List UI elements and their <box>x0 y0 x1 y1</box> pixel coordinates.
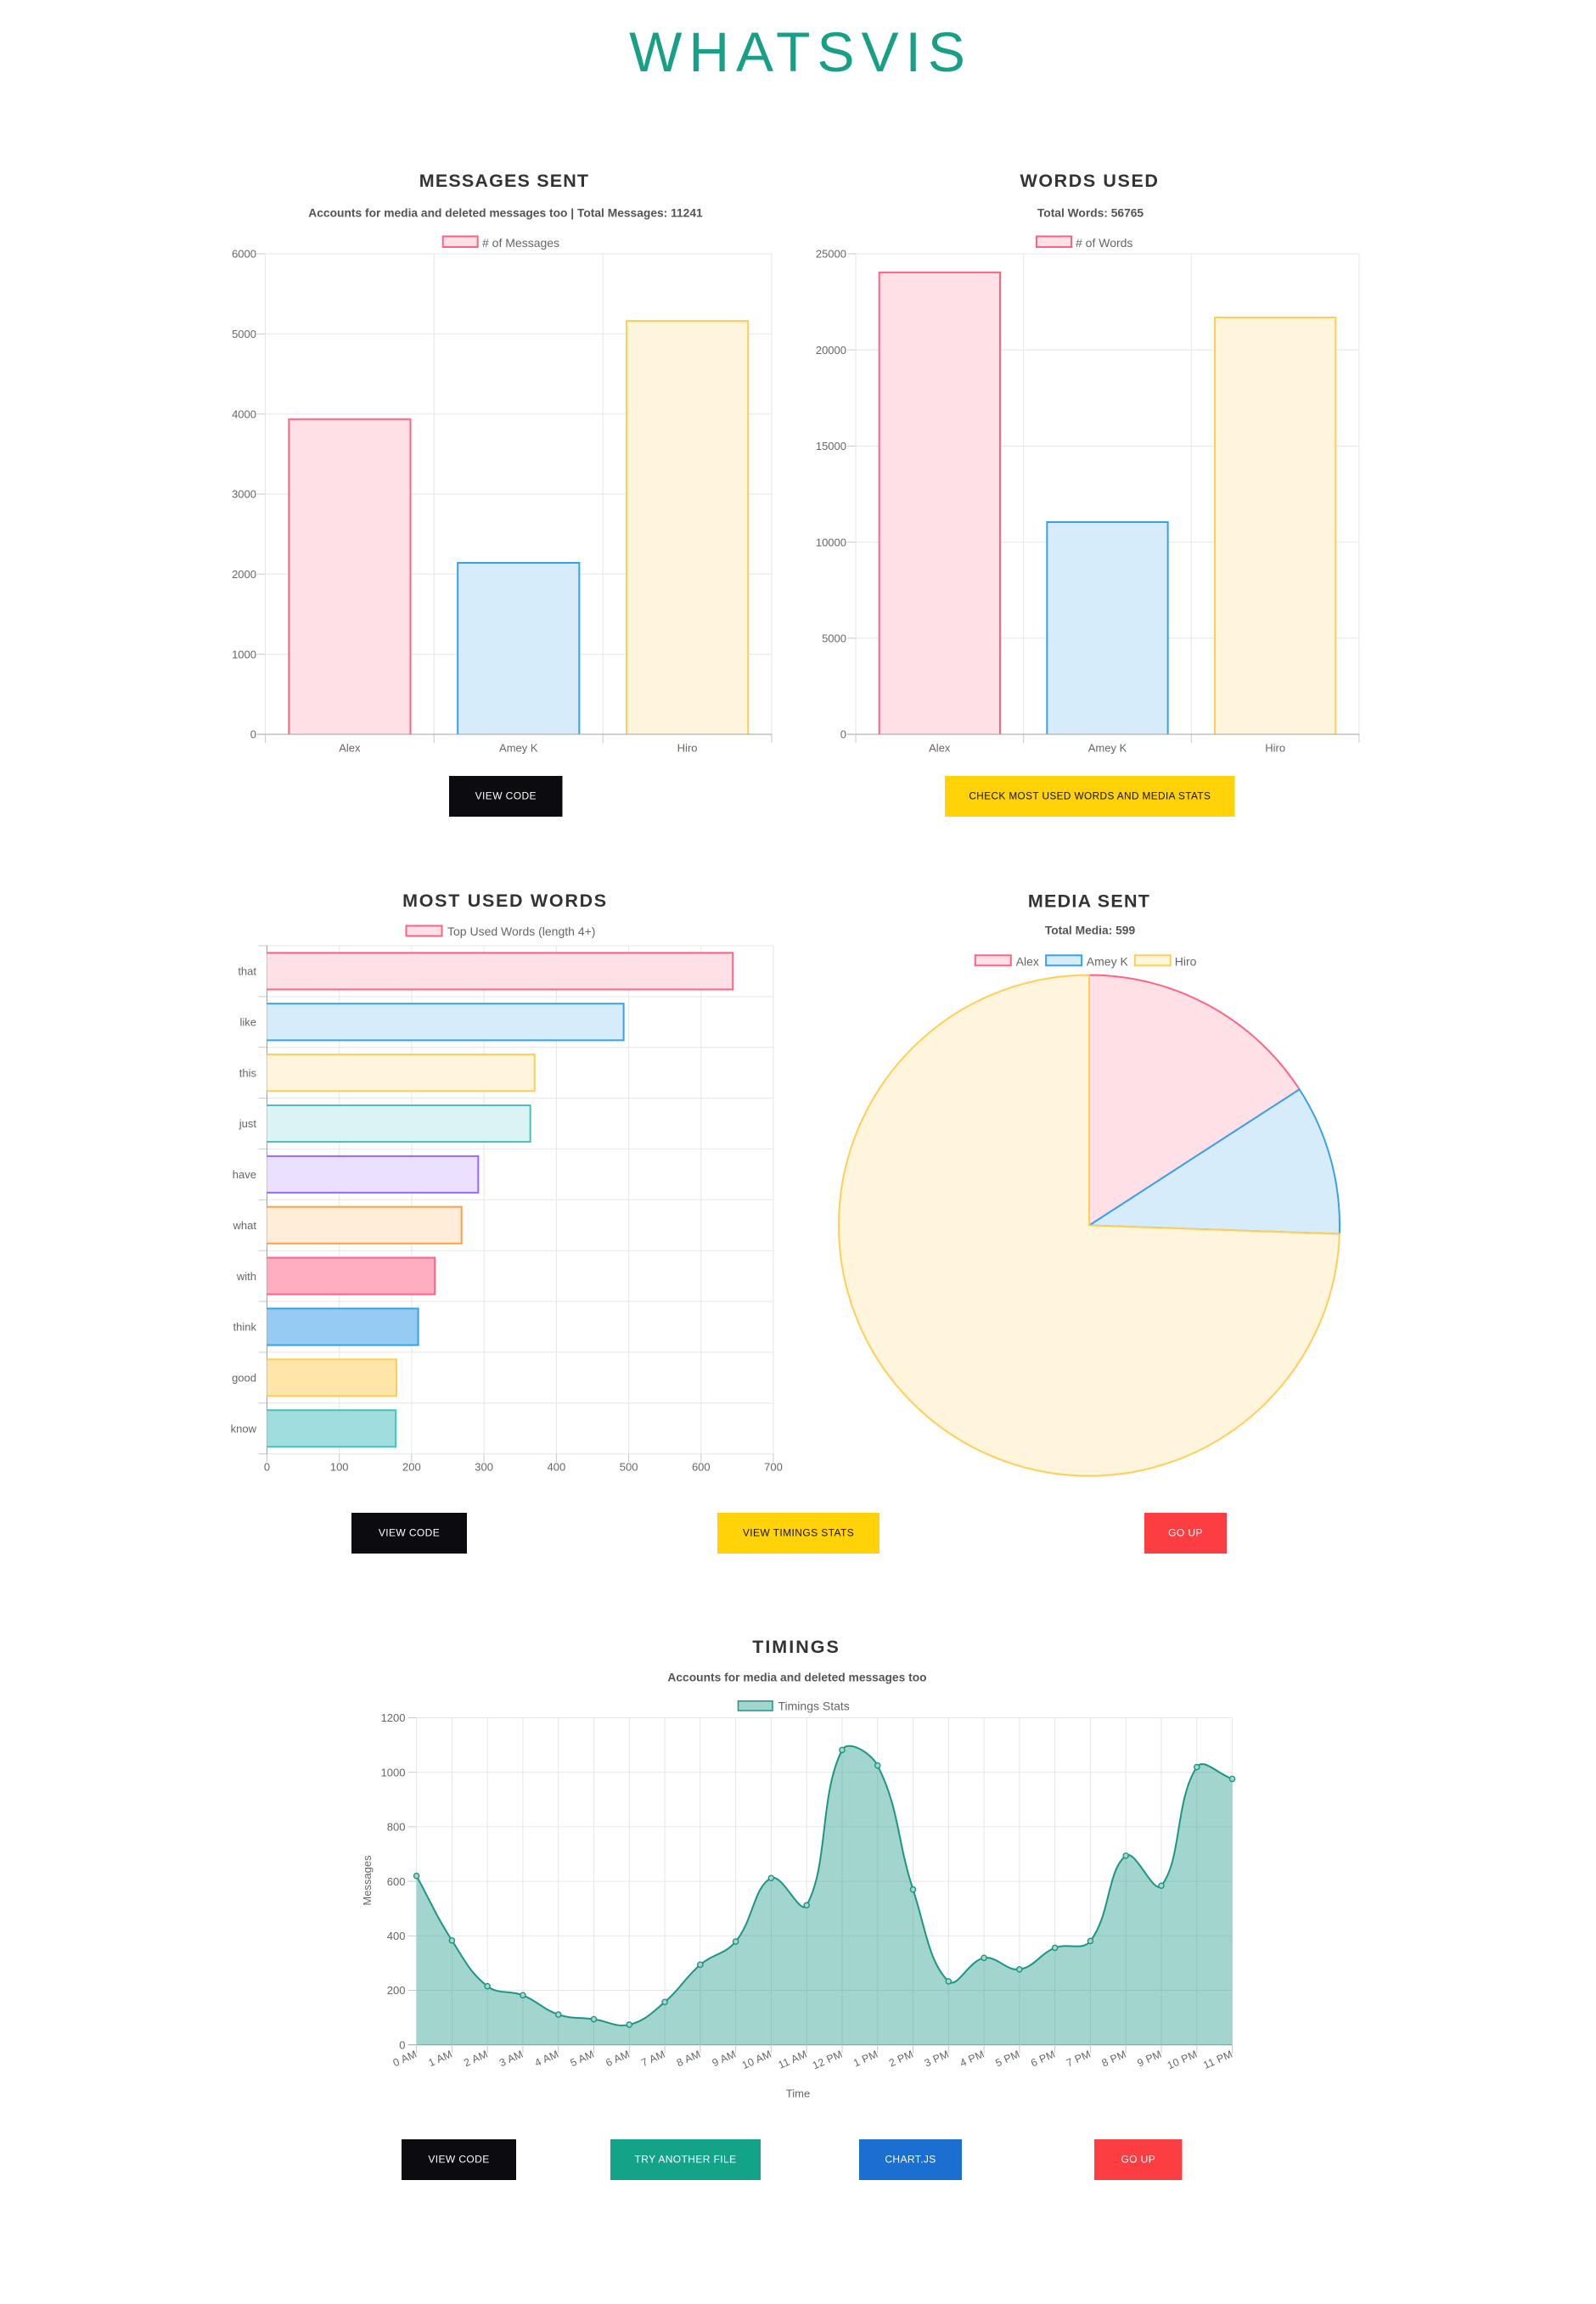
svg-text:100: 100 <box>330 1460 349 1473</box>
svg-text:5 PM: 5 PM <box>993 2048 1021 2069</box>
svg-text:1000: 1000 <box>232 648 256 660</box>
svg-text:6 PM: 6 PM <box>1029 2048 1057 2069</box>
svg-text:4 AM: 4 AM <box>533 2048 561 2069</box>
svg-text:Hiro: Hiro <box>1265 742 1285 755</box>
svg-text:# of Messages: # of Messages <box>482 236 559 250</box>
svg-text:like: like <box>239 1016 256 1029</box>
svg-text:5000: 5000 <box>232 328 256 340</box>
svg-text:# of Words: # of Words <box>1076 236 1132 250</box>
svg-text:3000: 3000 <box>232 488 256 501</box>
svg-text:600: 600 <box>692 1460 711 1473</box>
svg-text:VIEW TIMINGS STATS: VIEW TIMINGS STATS <box>743 1526 854 1538</box>
svg-text:WORDS USED: WORDS USED <box>1020 171 1159 191</box>
svg-text:CHECK MOST USED WORDS AND MEDI: CHECK MOST USED WORDS AND MEDIA STATS <box>969 790 1211 801</box>
svg-text:11 AM: 11 AM <box>777 2048 809 2071</box>
svg-text:VIEW CODE: VIEW CODE <box>475 790 537 801</box>
svg-text:0: 0 <box>264 1460 270 1473</box>
svg-text:with: with <box>236 1270 256 1283</box>
svg-text:Hiro: Hiro <box>677 742 698 755</box>
svg-text:25000: 25000 <box>816 248 846 261</box>
svg-text:10 AM: 10 AM <box>740 2048 773 2071</box>
svg-text:TRY ANOTHER FILE: TRY ANOTHER FILE <box>635 2153 737 2165</box>
svg-text:8 AM: 8 AM <box>675 2048 703 2069</box>
svg-text:MEDIA SENT: MEDIA SENT <box>1028 891 1150 911</box>
svg-text:have: have <box>233 1168 256 1181</box>
svg-text:0: 0 <box>399 2038 405 2051</box>
svg-text:700: 700 <box>764 1460 783 1473</box>
svg-text:800: 800 <box>387 1821 406 1834</box>
svg-text:this: this <box>239 1066 257 1079</box>
svg-text:9 PM: 9 PM <box>1136 2048 1164 2069</box>
svg-text:300: 300 <box>475 1460 493 1473</box>
svg-text:20000: 20000 <box>816 344 846 357</box>
svg-text:Amey K: Amey K <box>1087 954 1129 968</box>
svg-text:Hiro: Hiro <box>1175 954 1197 968</box>
svg-text:think: think <box>233 1321 257 1334</box>
svg-text:Total Words: 56765: Total Words: 56765 <box>1037 207 1144 220</box>
svg-text:500: 500 <box>620 1460 638 1473</box>
svg-text:1000: 1000 <box>381 1766 406 1779</box>
svg-text:0 AM: 0 AM <box>391 2048 419 2069</box>
svg-text:Accounts for media and deleted: Accounts for media and deleted messages … <box>667 1672 926 1684</box>
svg-text:200: 200 <box>387 1984 406 1997</box>
svg-text:WHATSVIS: WHATSVIS <box>629 20 972 83</box>
svg-text:Amey K: Amey K <box>499 742 538 755</box>
svg-text:4000: 4000 <box>232 407 256 420</box>
svg-text:3 AM: 3 AM <box>497 2048 525 2069</box>
svg-text:that: that <box>238 965 256 978</box>
svg-text:what: what <box>233 1219 257 1232</box>
svg-text:8 PM: 8 PM <box>1100 2048 1128 2069</box>
svg-text:TIMINGS: TIMINGS <box>752 1637 840 1657</box>
svg-text:VIEW CODE: VIEW CODE <box>379 1526 440 1538</box>
svg-text:Messages: Messages <box>361 1855 374 1906</box>
svg-text:GO UP: GO UP <box>1168 1526 1203 1538</box>
svg-text:Total Media: 599: Total Media: 599 <box>1045 924 1136 937</box>
svg-text:GO UP: GO UP <box>1121 2153 1155 2165</box>
svg-text:VIEW CODE: VIEW CODE <box>428 2153 489 2165</box>
svg-text:6 AM: 6 AM <box>604 2048 632 2069</box>
svg-text:4 PM: 4 PM <box>958 2048 986 2069</box>
svg-text:400: 400 <box>387 1930 406 1942</box>
svg-text:just: just <box>239 1117 257 1130</box>
svg-text:7 AM: 7 AM <box>639 2048 667 2069</box>
svg-text:10 PM: 10 PM <box>1166 2048 1200 2071</box>
svg-text:200: 200 <box>402 1460 421 1473</box>
svg-text:Time: Time <box>786 2088 810 2100</box>
svg-text:know: know <box>231 1422 257 1435</box>
svg-text:Accounts for media and deleted: Accounts for media and deleted messages … <box>308 207 703 220</box>
svg-text:0: 0 <box>840 728 846 741</box>
svg-text:15000: 15000 <box>816 440 846 452</box>
svg-text:Alex: Alex <box>1016 954 1039 968</box>
svg-text:3 PM: 3 PM <box>923 2048 951 2069</box>
svg-text:Alex: Alex <box>339 742 361 755</box>
svg-text:400: 400 <box>548 1460 566 1473</box>
svg-text:9 AM: 9 AM <box>711 2048 739 2069</box>
svg-text:5 AM: 5 AM <box>569 2048 597 2069</box>
svg-text:1200: 1200 <box>381 1711 406 1724</box>
svg-text:0: 0 <box>250 728 256 741</box>
svg-text:CHART.JS: CHART.JS <box>885 2153 936 2165</box>
svg-text:7 PM: 7 PM <box>1065 2048 1093 2069</box>
svg-text:Alex: Alex <box>929 742 951 755</box>
svg-text:2 AM: 2 AM <box>462 2048 490 2069</box>
svg-text:2000: 2000 <box>232 568 256 581</box>
svg-text:Top Used Words (length 4+): Top Used Words (length 4+) <box>447 924 595 938</box>
svg-text:600: 600 <box>387 1875 406 1888</box>
svg-text:12 PM: 12 PM <box>811 2048 845 2071</box>
svg-text:MESSAGES SENT: MESSAGES SENT <box>419 171 590 191</box>
svg-text:Amey K: Amey K <box>1088 742 1127 755</box>
svg-text:1 PM: 1 PM <box>851 2048 879 2069</box>
svg-text:6000: 6000 <box>232 248 256 261</box>
svg-text:10000: 10000 <box>816 536 846 548</box>
svg-text:MOST USED WORDS: MOST USED WORDS <box>402 891 608 911</box>
svg-text:2 PM: 2 PM <box>887 2048 915 2069</box>
svg-text:Timings Stats: Timings Stats <box>778 1699 850 1712</box>
svg-text:good: good <box>232 1372 256 1385</box>
svg-text:11 PM: 11 PM <box>1201 2048 1234 2071</box>
svg-text:1 AM: 1 AM <box>427 2048 455 2069</box>
svg-text:5000: 5000 <box>822 632 846 645</box>
